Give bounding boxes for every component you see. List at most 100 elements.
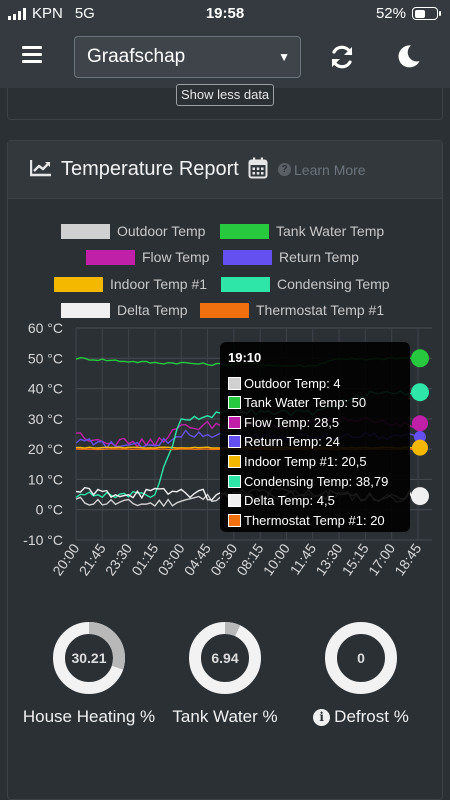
tooltip-swatch [228, 513, 241, 527]
legend-label: Condensing Temp [277, 276, 390, 292]
battery-percent: 52% [375, 5, 406, 22]
x-tick-label: 04:45 [181, 540, 214, 578]
x-tick-label: 13:30 [312, 540, 345, 578]
card-header: Temperature Report ? Learn More [8, 141, 442, 199]
top-navbar: Graafschap ▼ [0, 26, 450, 88]
legend-swatch [61, 223, 110, 239]
x-tick-label: 06:30 [207, 540, 240, 578]
legend-label: Flow Temp [142, 249, 210, 265]
legend-item[interactable]: Return Temp [223, 249, 359, 265]
show-less-data-button[interactable]: Show less data [176, 84, 275, 106]
y-tick-label: 20 °C [28, 441, 63, 457]
tooltip-label: Tank Water Temp: 50 [244, 395, 367, 411]
location-select[interactable]: Graafschap ▼ [74, 36, 301, 78]
tooltip-swatch [228, 415, 241, 429]
tooltip-label: Return Temp: 24 [244, 434, 340, 450]
x-tick-label: 08:15 [233, 540, 266, 578]
tooltip-label: Delta Temp: 4,5 [244, 493, 335, 509]
legend-item[interactable]: Condensing Temp [221, 276, 390, 292]
legend-item[interactable]: Flow Temp [86, 249, 209, 265]
series-marker [411, 383, 429, 402]
series-marker [411, 487, 429, 506]
gauge-donut [189, 622, 261, 694]
x-tick-label: 10:00 [260, 540, 293, 578]
legend-label: Return Temp [279, 249, 359, 265]
signal-icon [8, 7, 26, 20]
gauge-donut [325, 622, 397, 694]
legend-swatch [220, 223, 269, 239]
tooltip-swatch [228, 474, 241, 488]
tooltip-row: Tank Water Temp: 50 [228, 395, 366, 411]
status-bar: KPN 5G 19:58 52% [0, 0, 450, 26]
chart-line-icon [30, 160, 51, 177]
x-tick-label: 01:15 [128, 540, 161, 578]
tooltip-swatch [228, 435, 241, 449]
moon-icon[interactable] [397, 44, 421, 68]
info-circle-icon[interactable]: i [313, 709, 331, 726]
legend-swatch [54, 276, 103, 292]
x-tick-label: 11:45 [287, 540, 320, 577]
series-marker [412, 439, 428, 456]
learn-more-link[interactable]: Learn More [294, 162, 366, 178]
gauge-donut [53, 622, 125, 694]
clock: 19:58 [205, 5, 245, 22]
tooltip-row: Outdoor Temp: 4 [228, 375, 341, 391]
gauge-label-text: Defrost % [334, 707, 409, 726]
y-tick-label: 0 °C [36, 502, 63, 518]
network-type: 5G [74, 5, 95, 22]
legend-label: Indoor Temp #1 [110, 276, 208, 292]
refresh-icon[interactable] [329, 44, 355, 70]
y-tick-label: 30 °C [28, 411, 63, 427]
legend-item[interactable]: Outdoor Temp [61, 223, 205, 239]
carrier-name: KPN [32, 5, 63, 22]
y-tick-label: 10 °C [28, 471, 63, 487]
gauge-label-text: Tank Water % [172, 707, 278, 726]
legend-swatch [223, 249, 272, 265]
x-tick-label: 03:00 [154, 540, 187, 578]
series-marker [411, 349, 429, 368]
legend-label: Delta Temp [117, 302, 188, 318]
x-tick-label: 18:45 [391, 540, 424, 578]
x-tick-label: 17:00 [365, 540, 398, 578]
tooltip-label: Indoor Temp #1: 20,5 [244, 453, 367, 469]
legend-label: Outdoor Temp [117, 223, 206, 239]
legend-swatch [86, 249, 135, 265]
tooltip-row: Condensing Temp: 38,79 [228, 473, 388, 489]
y-tick-label: -10 °C [23, 532, 63, 548]
gauge-label: House Heating % [22, 703, 156, 731]
gauge-label: Tank Water % [158, 703, 292, 731]
legend-swatch [61, 302, 110, 318]
tooltip-swatch [228, 396, 241, 410]
tooltip-label: Thermostat Temp #1: 20 [244, 512, 385, 528]
location-select-value: Graafschap [87, 46, 186, 67]
tooltip-row: Delta Temp: 4,5 [228, 493, 335, 509]
tooltip-label: Flow Temp: 28,5 [244, 414, 340, 430]
calendar-icon[interactable] [248, 157, 268, 179]
tooltip-swatch [228, 494, 241, 508]
y-tick-label: 40 °C [28, 381, 63, 397]
hamburger-icon[interactable] [22, 46, 42, 63]
legend-item[interactable]: Delta Temp [61, 302, 188, 318]
legend-item[interactable]: Indoor Temp #1 [54, 276, 207, 292]
gauge-value: 30.21 [71, 650, 107, 666]
x-tick-label: 15:15 [339, 540, 372, 578]
legend-swatch [221, 276, 270, 292]
question-circle-icon[interactable]: ? [278, 163, 291, 176]
tooltip-row: Return Temp: 24 [228, 434, 340, 450]
legend-label: Tank Water Temp [276, 223, 385, 239]
chart-tooltip: 19:10 Outdoor Temp: 4 Tank Water Temp: 50… [220, 342, 410, 532]
tooltip-label: Condensing Temp: 38,79 [244, 473, 389, 489]
caret-down-icon: ▼ [278, 50, 290, 64]
battery-icon [412, 7, 441, 20]
legend-item[interactable]: Tank Water Temp [220, 223, 384, 239]
gauge-fill [53, 622, 125, 694]
tooltip-swatch [228, 454, 241, 468]
tooltip-row: Thermostat Temp #1: 20 [228, 512, 385, 528]
tooltip-title: 19:10 [228, 350, 262, 365]
gauge-value: 0 [357, 650, 365, 666]
gauge-label-text: House Heating % [22, 707, 156, 726]
legend-item[interactable]: Thermostat Temp #1 [200, 302, 384, 318]
tooltip-row: Indoor Temp #1: 20,5 [228, 453, 367, 469]
y-tick-label: 60 °C [28, 320, 63, 336]
y-tick-label: 50 °C [28, 350, 63, 366]
